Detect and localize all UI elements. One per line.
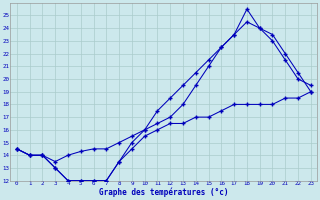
X-axis label: Graphe des températures (°c): Graphe des températures (°c): [99, 188, 228, 197]
